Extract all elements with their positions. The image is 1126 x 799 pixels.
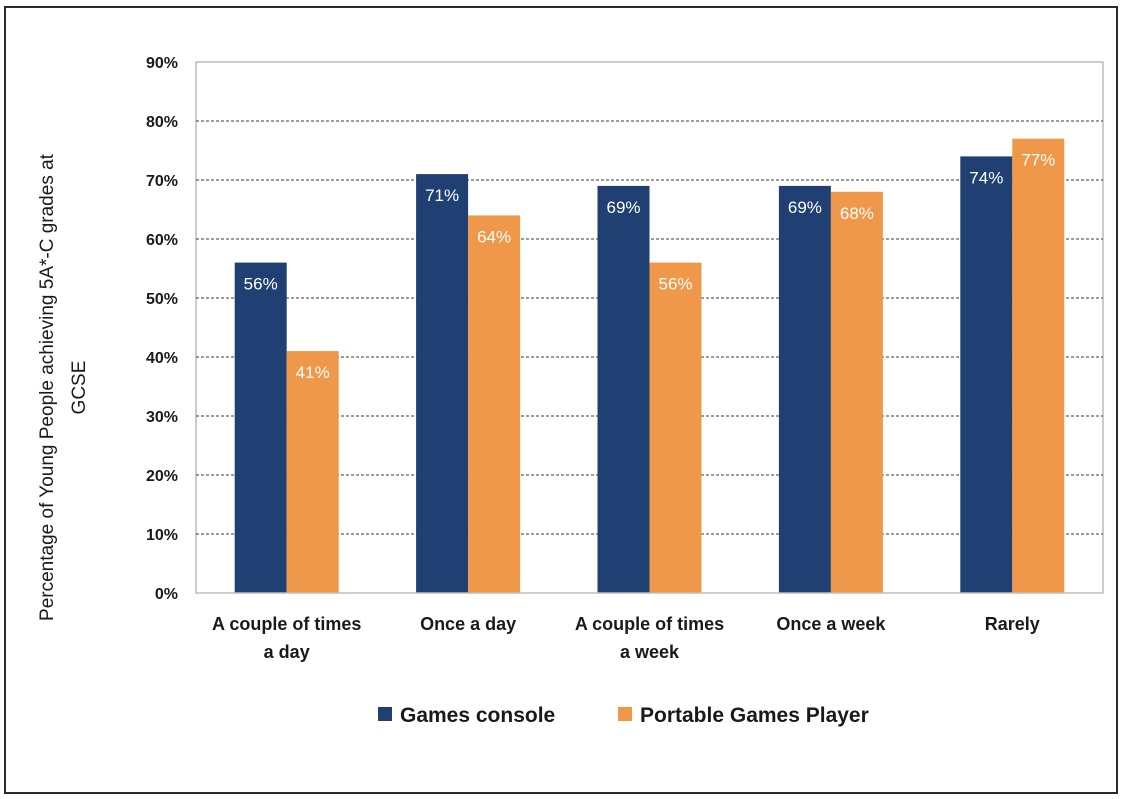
chart-frame	[4, 6, 1118, 794]
bar-games-console	[597, 185, 650, 593]
labels-layer: 56% 41% 71% 64% 69% 56% 69% 68% 74% 77%	[244, 151, 1056, 382]
y-tick-label: 30%	[146, 409, 178, 426]
data-label: 56%	[244, 275, 278, 294]
bar-games-console	[416, 174, 469, 593]
y-tick-label: 90%	[146, 55, 178, 72]
data-label: 41%	[296, 363, 330, 382]
bar-games-console	[960, 156, 1013, 593]
y-tick-label: 70%	[146, 173, 178, 190]
legend-swatch	[378, 707, 392, 721]
legend-layer: Games console Portable Games Player	[378, 704, 869, 727]
legend-label: Portable Games Player	[640, 704, 869, 727]
legend-swatch	[618, 707, 632, 721]
x-tick-label: Rarely	[985, 614, 1040, 634]
bar-portable-games-player	[286, 351, 339, 593]
y-axis-title: Percentage of Young People achieving 5A*…	[37, 153, 58, 621]
x-tick-label: Once a week	[776, 614, 886, 634]
y-tick-label: 10%	[146, 527, 178, 544]
bar-games-console	[778, 185, 831, 593]
data-label: 74%	[969, 168, 1003, 187]
x-tick-label: a day	[264, 642, 310, 662]
axis-layer: 0% 10% 20% 30% 40% 50% 60% 70% 80% 90% A couple of…	[37, 55, 1103, 662]
x-tick-label: A couple of times	[212, 614, 361, 634]
bar-portable-games-player	[468, 215, 521, 593]
bars-layer	[234, 138, 1065, 594]
data-label: 56%	[658, 275, 692, 294]
data-label: 71%	[425, 186, 459, 205]
y-tick-label: 80%	[146, 114, 178, 131]
data-label: 77%	[1021, 151, 1055, 170]
y-tick-label: 50%	[146, 291, 178, 308]
y-axis-title: GCSE	[69, 361, 90, 415]
y-tick-label: 20%	[146, 468, 178, 485]
data-label: 64%	[477, 227, 511, 246]
data-label: 69%	[788, 198, 822, 217]
x-tick-label: Once a day	[420, 614, 516, 634]
x-tick-label: A couple of times	[575, 614, 724, 634]
bar-portable-games-player	[649, 262, 702, 593]
y-tick-label: 40%	[146, 350, 178, 367]
bar-games-console	[234, 262, 287, 593]
y-tick-label: 60%	[146, 232, 178, 249]
data-label: 69%	[606, 198, 640, 217]
legend-label: Games console	[400, 704, 555, 727]
data-label: 68%	[840, 204, 874, 223]
x-tick-label: a week	[620, 642, 680, 662]
y-tick-label: 0%	[155, 586, 178, 603]
bar-portable-games-player	[1012, 138, 1065, 593]
bar-portable-games-player	[830, 191, 883, 594]
